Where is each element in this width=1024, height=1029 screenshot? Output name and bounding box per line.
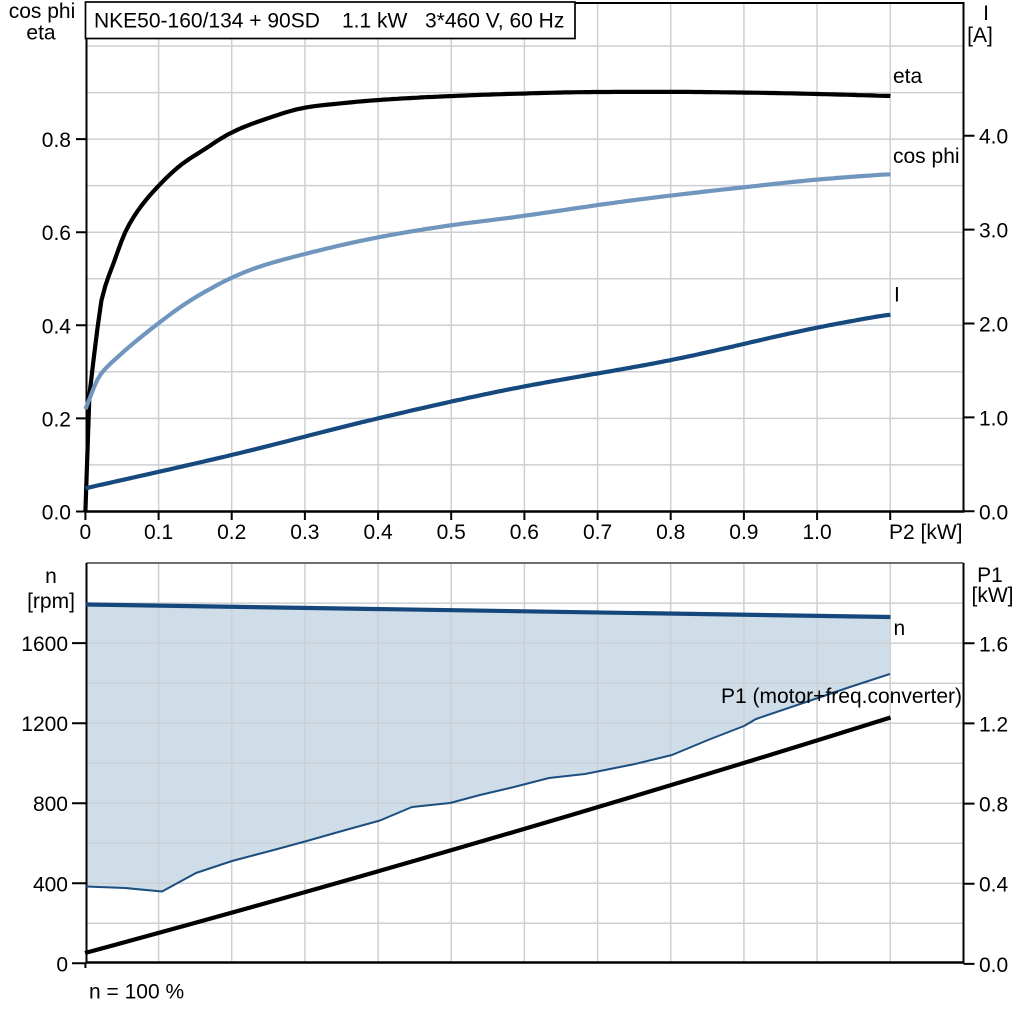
svg-text:1.2: 1.2 xyxy=(979,713,1008,736)
svg-text:0.8: 0.8 xyxy=(656,521,685,544)
svg-text:0.5: 0.5 xyxy=(437,521,466,544)
svg-text:0.8: 0.8 xyxy=(979,794,1008,817)
svg-text:cos phi: cos phi xyxy=(9,0,76,23)
svg-text:0.9: 0.9 xyxy=(729,521,758,544)
svg-text:3*460 V, 60 Hz: 3*460 V, 60 Hz xyxy=(425,10,564,33)
svg-text:1.0: 1.0 xyxy=(979,407,1008,430)
svg-text:0.0: 0.0 xyxy=(42,502,71,525)
svg-text:0.4: 0.4 xyxy=(42,315,72,338)
svg-text:0.1: 0.1 xyxy=(144,521,173,544)
svg-text:0.3: 0.3 xyxy=(290,521,319,544)
svg-text:0.6: 0.6 xyxy=(42,222,71,245)
svg-text:0.4: 0.4 xyxy=(979,874,1009,897)
svg-text:0: 0 xyxy=(56,953,68,976)
svg-text:P1: P1 xyxy=(977,564,1003,587)
svg-text:eta: eta xyxy=(893,65,923,88)
svg-text:0.7: 0.7 xyxy=(583,521,612,544)
svg-text:[rpm]: [rpm] xyxy=(27,590,75,613)
svg-text:0.6: 0.6 xyxy=(510,521,539,544)
svg-text:1.6: 1.6 xyxy=(979,633,1008,656)
svg-text:400: 400 xyxy=(33,873,68,896)
svg-text:0.2: 0.2 xyxy=(42,408,71,431)
svg-text:1.0: 1.0 xyxy=(802,521,831,544)
svg-text:1.1 kW: 1.1 kW xyxy=(342,10,408,33)
svg-text:4.0: 4.0 xyxy=(979,126,1008,149)
svg-text:0: 0 xyxy=(80,521,92,544)
svg-text:n: n xyxy=(894,617,906,640)
svg-text:I: I xyxy=(983,2,989,25)
svg-text:0.2: 0.2 xyxy=(217,521,246,544)
svg-text:2.0: 2.0 xyxy=(979,314,1008,337)
svg-text:NKE50-160/134 + 90SD: NKE50-160/134 + 90SD xyxy=(94,10,320,33)
svg-text:I: I xyxy=(894,284,900,307)
svg-text:P1 (motor+freq.converter): P1 (motor+freq.converter) xyxy=(721,685,962,708)
svg-text:eta: eta xyxy=(26,22,56,45)
svg-text:cos phi: cos phi xyxy=(893,145,960,168)
svg-text:0.0: 0.0 xyxy=(979,954,1008,977)
svg-text:1600: 1600 xyxy=(21,633,68,656)
svg-text:1200: 1200 xyxy=(21,713,68,736)
svg-text:n: n xyxy=(45,565,57,588)
svg-text:800: 800 xyxy=(33,793,68,816)
svg-text:n = 100 %: n = 100 % xyxy=(89,981,184,1004)
svg-text:[kW]: [kW] xyxy=(972,584,1014,607)
svg-text:[A]: [A] xyxy=(967,24,993,47)
svg-text:3.0: 3.0 xyxy=(979,220,1008,243)
svg-text:0.4: 0.4 xyxy=(363,521,393,544)
svg-text:0.8: 0.8 xyxy=(42,129,71,152)
svg-text:0.0: 0.0 xyxy=(979,501,1008,524)
svg-text:P2 [kW]: P2 [kW] xyxy=(889,521,963,544)
